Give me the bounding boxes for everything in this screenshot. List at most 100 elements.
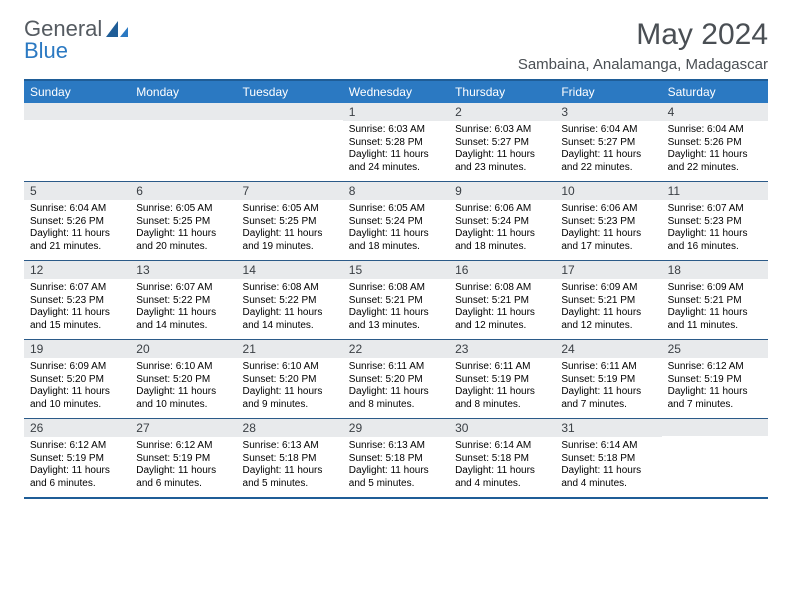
- day-cell: 23Sunrise: 6:11 AMSunset: 5:19 PMDayligh…: [449, 340, 555, 418]
- day-line: Sunset: 5:20 PM: [349, 374, 443, 387]
- week-row: 26Sunrise: 6:12 AMSunset: 5:19 PMDayligh…: [24, 419, 768, 499]
- day-number: [662, 419, 768, 436]
- day-line: Daylight: 11 hours: [455, 307, 549, 320]
- day-line: Sunrise: 6:04 AM: [30, 203, 124, 216]
- day-body: Sunrise: 6:10 AMSunset: 5:20 PMDaylight:…: [237, 358, 343, 418]
- day-number: 17: [555, 261, 661, 279]
- day-line: Sunset: 5:24 PM: [455, 216, 549, 229]
- day-number: 19: [24, 340, 130, 358]
- day-number: 11: [662, 182, 768, 200]
- day-line: Sunrise: 6:09 AM: [30, 361, 124, 374]
- day-body: Sunrise: 6:03 AMSunset: 5:28 PMDaylight:…: [343, 121, 449, 181]
- day-line: Daylight: 11 hours: [668, 149, 762, 162]
- day-cell: 17Sunrise: 6:09 AMSunset: 5:21 PMDayligh…: [555, 261, 661, 339]
- day-cell: 4Sunrise: 6:04 AMSunset: 5:26 PMDaylight…: [662, 103, 768, 181]
- day-line: and 6 minutes.: [136, 478, 230, 491]
- day-line: and 24 minutes.: [349, 162, 443, 175]
- day-number: 26: [24, 419, 130, 437]
- weekday-header-row: Sunday Monday Tuesday Wednesday Thursday…: [24, 81, 768, 103]
- day-number: 13: [130, 261, 236, 279]
- day-cell: 12Sunrise: 6:07 AMSunset: 5:23 PMDayligh…: [24, 261, 130, 339]
- day-line: Sunrise: 6:13 AM: [243, 440, 337, 453]
- day-line: Sunrise: 6:05 AM: [349, 203, 443, 216]
- day-line: and 11 minutes.: [668, 320, 762, 333]
- day-number: [24, 103, 130, 120]
- day-line: Sunrise: 6:12 AM: [30, 440, 124, 453]
- day-body: Sunrise: 6:12 AMSunset: 5:19 PMDaylight:…: [130, 437, 236, 497]
- day-cell: 1Sunrise: 6:03 AMSunset: 5:28 PMDaylight…: [343, 103, 449, 181]
- day-body: Sunrise: 6:10 AMSunset: 5:20 PMDaylight:…: [130, 358, 236, 418]
- day-line: and 19 minutes.: [243, 241, 337, 254]
- day-line: Daylight: 11 hours: [30, 386, 124, 399]
- day-line: and 9 minutes.: [243, 399, 337, 412]
- day-number: 18: [662, 261, 768, 279]
- day-line: Sunrise: 6:08 AM: [455, 282, 549, 295]
- day-line: Sunset: 5:27 PM: [561, 137, 655, 150]
- day-line: Daylight: 11 hours: [136, 386, 230, 399]
- day-number: 2: [449, 103, 555, 121]
- day-line: Daylight: 11 hours: [455, 228, 549, 241]
- day-cell: 13Sunrise: 6:07 AMSunset: 5:22 PMDayligh…: [130, 261, 236, 339]
- day-line: Daylight: 11 hours: [349, 386, 443, 399]
- logo-text-1: General: [24, 18, 102, 40]
- day-line: Daylight: 11 hours: [668, 386, 762, 399]
- day-line: Sunrise: 6:14 AM: [455, 440, 549, 453]
- day-line: Sunset: 5:22 PM: [136, 295, 230, 308]
- day-line: Daylight: 11 hours: [561, 149, 655, 162]
- day-number: 27: [130, 419, 236, 437]
- day-line: and 10 minutes.: [136, 399, 230, 412]
- day-line: Sunrise: 6:05 AM: [136, 203, 230, 216]
- day-line: and 5 minutes.: [243, 478, 337, 491]
- day-number: 3: [555, 103, 661, 121]
- day-line: Sunset: 5:19 PM: [136, 453, 230, 466]
- day-line: Sunrise: 6:04 AM: [668, 124, 762, 137]
- day-cell: 30Sunrise: 6:14 AMSunset: 5:18 PMDayligh…: [449, 419, 555, 497]
- day-number: 31: [555, 419, 661, 437]
- day-body: Sunrise: 6:08 AMSunset: 5:21 PMDaylight:…: [343, 279, 449, 339]
- day-cell: [130, 103, 236, 181]
- day-body: Sunrise: 6:09 AMSunset: 5:21 PMDaylight:…: [662, 279, 768, 339]
- day-cell: 9Sunrise: 6:06 AMSunset: 5:24 PMDaylight…: [449, 182, 555, 260]
- day-cell: 31Sunrise: 6:14 AMSunset: 5:18 PMDayligh…: [555, 419, 661, 497]
- day-number: 5: [24, 182, 130, 200]
- day-line: Sunset: 5:19 PM: [561, 374, 655, 387]
- day-line: Daylight: 11 hours: [349, 307, 443, 320]
- day-body: Sunrise: 6:07 AMSunset: 5:23 PMDaylight:…: [24, 279, 130, 339]
- day-line: Sunrise: 6:11 AM: [561, 361, 655, 374]
- day-cell: 2Sunrise: 6:03 AMSunset: 5:27 PMDaylight…: [449, 103, 555, 181]
- day-line: and 7 minutes.: [668, 399, 762, 412]
- day-cell: 11Sunrise: 6:07 AMSunset: 5:23 PMDayligh…: [662, 182, 768, 260]
- day-line: and 17 minutes.: [561, 241, 655, 254]
- title-block: May 2024 Sambaina, Analamanga, Madagasca…: [518, 18, 768, 73]
- day-line: Daylight: 11 hours: [561, 228, 655, 241]
- day-line: Sunset: 5:18 PM: [561, 453, 655, 466]
- day-body: Sunrise: 6:06 AMSunset: 5:24 PMDaylight:…: [449, 200, 555, 260]
- day-number: 10: [555, 182, 661, 200]
- day-line: and 8 minutes.: [349, 399, 443, 412]
- day-number: 29: [343, 419, 449, 437]
- day-line: Sunset: 5:28 PM: [349, 137, 443, 150]
- day-line: and 4 minutes.: [561, 478, 655, 491]
- day-cell: 19Sunrise: 6:09 AMSunset: 5:20 PMDayligh…: [24, 340, 130, 418]
- day-line: Sunrise: 6:03 AM: [349, 124, 443, 137]
- day-line: Daylight: 11 hours: [243, 228, 337, 241]
- day-body: Sunrise: 6:09 AMSunset: 5:21 PMDaylight:…: [555, 279, 661, 339]
- day-body: [237, 120, 343, 180]
- day-body: Sunrise: 6:07 AMSunset: 5:23 PMDaylight:…: [662, 200, 768, 260]
- day-body: Sunrise: 6:14 AMSunset: 5:18 PMDaylight:…: [449, 437, 555, 497]
- day-cell: 27Sunrise: 6:12 AMSunset: 5:19 PMDayligh…: [130, 419, 236, 497]
- day-line: Sunrise: 6:04 AM: [561, 124, 655, 137]
- day-body: Sunrise: 6:05 AMSunset: 5:25 PMDaylight:…: [130, 200, 236, 260]
- day-cell: [24, 103, 130, 181]
- day-number: 9: [449, 182, 555, 200]
- day-line: Sunset: 5:26 PM: [30, 216, 124, 229]
- day-line: Daylight: 11 hours: [349, 149, 443, 162]
- weekday-header: Wednesday: [343, 81, 449, 103]
- day-line: Sunset: 5:20 PM: [136, 374, 230, 387]
- calendar: Sunday Monday Tuesday Wednesday Thursday…: [24, 79, 768, 499]
- day-cell: 20Sunrise: 6:10 AMSunset: 5:20 PMDayligh…: [130, 340, 236, 418]
- day-number: 22: [343, 340, 449, 358]
- day-line: Sunset: 5:25 PM: [243, 216, 337, 229]
- day-line: Daylight: 11 hours: [243, 386, 337, 399]
- day-line: Sunset: 5:23 PM: [561, 216, 655, 229]
